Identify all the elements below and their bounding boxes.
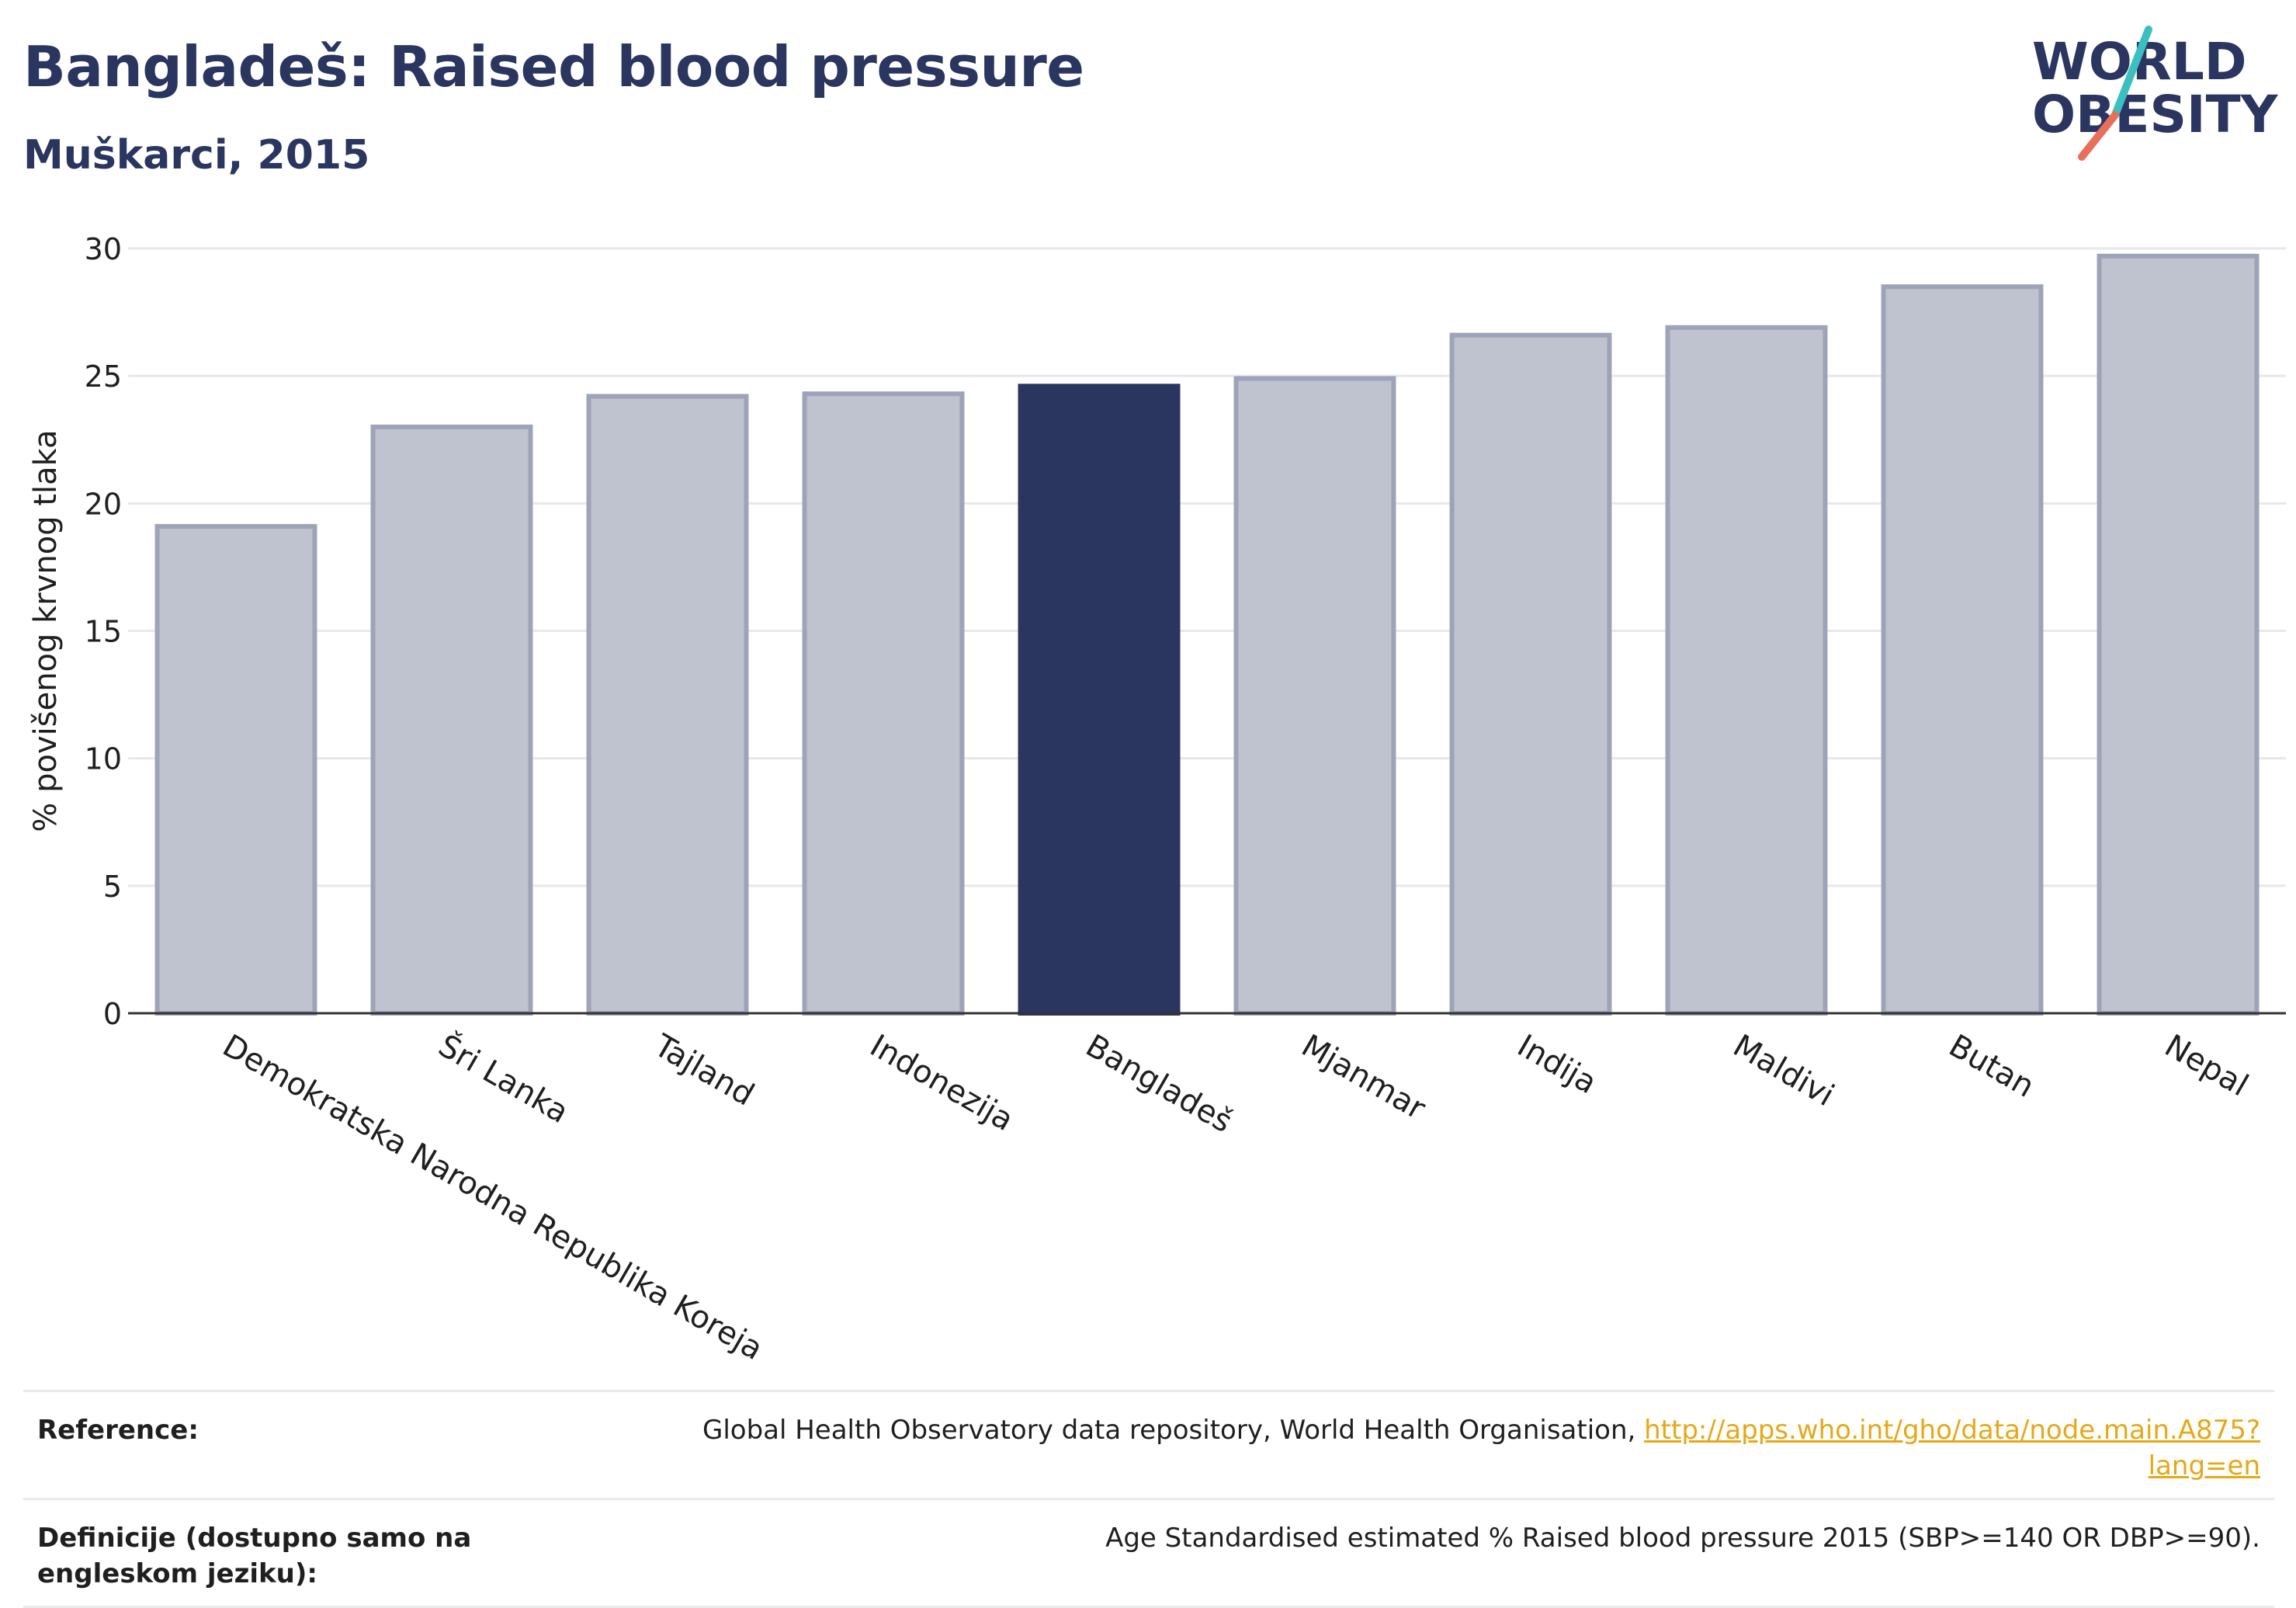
logo-slash-coral	[2078, 111, 2119, 161]
x-tick-label: Tajland	[647, 1027, 760, 1113]
y-axis-label: % povišenog krvnog tlaka	[28, 429, 64, 832]
x-tick-label: Šri Lanka	[432, 1026, 575, 1130]
x-tick-label: Indija	[1511, 1028, 1603, 1101]
y-tick-label: 0	[103, 997, 122, 1031]
y-tick-labels: 0 5 10 15 20 25 30	[85, 232, 122, 1031]
y-tick-label: 5	[103, 870, 122, 904]
bar	[586, 394, 749, 1016]
bar	[1881, 284, 2044, 1016]
bar	[2097, 253, 2260, 1016]
x-tick-label: Indonezija	[864, 1028, 1019, 1138]
bars	[154, 253, 2260, 1016]
x-tick-labels: Demokratska Narodna Republika KorejaŠri …	[217, 1026, 2254, 1367]
y-tick-label: 25	[85, 359, 122, 394]
x-tick-label: Mjanmar	[1295, 1028, 1431, 1127]
x-tick-label: Bangladeš	[1080, 1028, 1238, 1140]
chart-title: Bangladeš: Raised blood pressure	[23, 34, 1084, 99]
footer-table: Reference: Global Health Observatory dat…	[23, 1390, 2274, 1608]
reference-value: Global Health Observatory data repositor…	[606, 1412, 2260, 1484]
y-tick-label: 15	[85, 615, 122, 649]
bar-chart: 0 5 10 15 20 25 30 Demokratska Narodna Republi…	[28, 232, 2286, 1367]
bar	[802, 391, 965, 1016]
world-obesity-logo: WORLD OBESITY	[2032, 26, 2279, 161]
bar	[154, 523, 317, 1016]
reference-text: Global Health Observatory data repositor…	[702, 1415, 1645, 1446]
definition-value: Age Standardised estimated % Raised bloo…	[1105, 1523, 2260, 1554]
x-tick-label: Nepal	[2159, 1028, 2254, 1104]
bar	[1449, 332, 1612, 1016]
reference-label: Reference:	[37, 1415, 199, 1446]
x-tick-label: Butan	[1943, 1028, 2040, 1105]
logo-text-obesity: OBESITY	[2032, 85, 2279, 144]
y-tick-label: 30	[85, 232, 122, 266]
x-tick-label: Maldivi	[1727, 1028, 1840, 1114]
y-tick-label: 20	[85, 487, 122, 521]
bar	[1665, 325, 1828, 1016]
reference-row: Reference: Global Health Observatory dat…	[23, 1390, 2274, 1498]
y-tick-label: 10	[85, 742, 122, 776]
bar-highlight	[1018, 384, 1181, 1016]
reference-link[interactable]: http://apps.who.int/gho/data/node.main.A…	[1644, 1415, 2260, 1481]
logo-slash-teal	[2111, 26, 2152, 119]
definition-row: Definicije (dostupno samo na engleskom j…	[23, 1498, 2274, 1608]
bar	[1233, 376, 1396, 1016]
definition-label: Definicije (dostupno samo na engleskom j…	[37, 1523, 472, 1589]
chart-subtitle: Muškarci, 2015	[23, 132, 370, 179]
bar	[370, 424, 533, 1016]
